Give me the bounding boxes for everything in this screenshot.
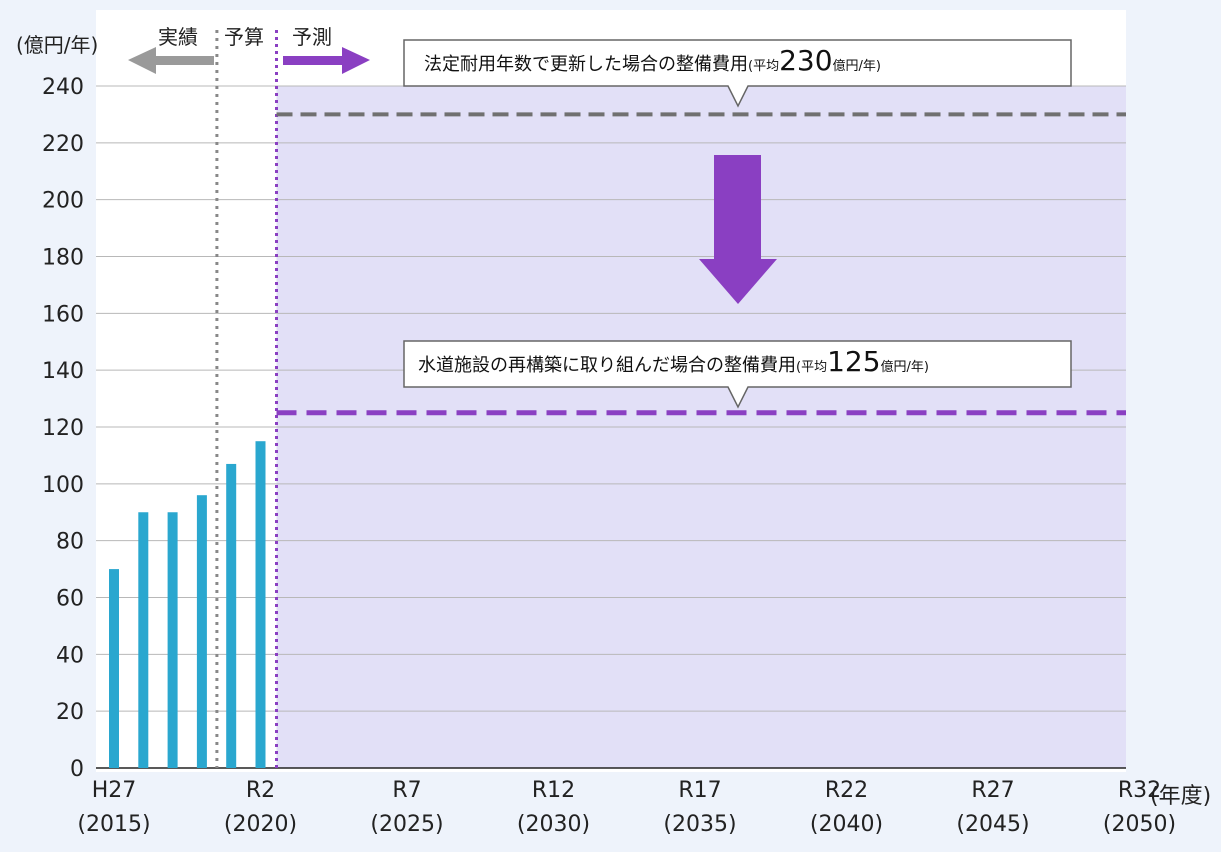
x-tick-year: (2025) (370, 812, 443, 837)
x-tick-label: R17 (678, 778, 721, 803)
y-tick-label: 40 (56, 643, 84, 668)
y-tick-label: 100 (42, 473, 84, 498)
callout-125: 水道施設の再構築に取り組んだ場合の整備費用(平均125億円/年) (403, 340, 1072, 409)
y-tick-label: 220 (42, 132, 84, 157)
x-tick-label: R22 (825, 778, 868, 803)
callout-125-label: 水道施設の再構築に取り組んだ場合の整備費用 (418, 355, 796, 376)
arrow-left-icon (128, 47, 214, 74)
arrow-right-icon (283, 47, 370, 74)
x-tick-label: R32 (1118, 778, 1161, 803)
x-tick-label: R7 (392, 778, 421, 803)
x-tick-year: (2050) (1103, 812, 1176, 837)
callout-125-avg-prefix: (平均 (796, 360, 827, 375)
callout-230-unit: 億円/年) (833, 58, 881, 74)
svg-text:法定耐用年数で更新した場合の整備費用(平均230億円/年): 法定耐用年数で更新した場合の整備費用(平均230億円/年) (424, 44, 881, 77)
x-tick-year: (2030) (517, 812, 590, 837)
y-axis-ticks: 0 20 40 60 80 100 120 140 160 180 200 220 240 (42, 75, 84, 782)
x-tick-year: (2045) (956, 812, 1029, 837)
y-tick-label: 180 (42, 246, 84, 271)
period-budget-label: 予算 (224, 25, 264, 49)
y-tick-label: 60 (56, 587, 84, 612)
reference-lines (276, 112, 1126, 416)
y-tick-label: 20 (56, 700, 84, 725)
x-tick-year: (2035) (663, 812, 736, 837)
period-forecast-label: 予測 (292, 25, 332, 49)
callout-125-value: 125 (827, 345, 880, 378)
x-axis-ticks: H27 (2015) R2 (2020) R7 (2025) R12 (2030) R17 (20… (77, 778, 1176, 837)
y-tick-label: 240 (42, 75, 84, 100)
callout-230-label: 法定耐用年数で更新した場合の整備費用 (424, 54, 748, 75)
x-tick-label: R27 (971, 778, 1014, 803)
x-axis-unit: (年度) (1150, 784, 1211, 809)
bar (255, 441, 266, 768)
callout-230-avg-prefix: (平均 (748, 59, 779, 74)
reduction-arrow-icon (699, 155, 777, 304)
bar (196, 495, 207, 768)
x-tick-label: R12 (532, 778, 575, 803)
bars (109, 441, 266, 768)
y-tick-label: 120 (42, 416, 84, 441)
callout-125-unit: 億円/年) (881, 359, 929, 375)
bar (109, 569, 119, 768)
x-tick-year: (2020) (224, 812, 297, 837)
bar (226, 463, 237, 768)
y-tick-label: 80 (56, 530, 84, 555)
x-tick-label: H27 (92, 778, 137, 803)
x-tick-label: R2 (246, 778, 275, 803)
y-tick-label: 160 (42, 302, 84, 327)
bar (138, 512, 149, 768)
y-tick-label: 200 (42, 189, 84, 214)
y-axis-label: (億円/年) (16, 33, 98, 57)
svg-text:水道施設の再構築に取り組んだ場合の整備費用(平均125億円/: 水道施設の再構築に取り組んだ場合の整備費用(平均125億円/年) (418, 345, 929, 378)
callout-230: 法定耐用年数で更新した場合の整備費用(平均230億円/年) (403, 39, 1072, 108)
period-actual-label: 実績 (158, 25, 198, 49)
y-tick-label: 0 (70, 757, 84, 782)
callout-230-value: 230 (779, 44, 832, 77)
y-tick-label: 140 (42, 359, 84, 384)
bar (167, 512, 178, 768)
x-tick-year: (2015) (77, 812, 150, 837)
x-tick-year: (2040) (810, 812, 883, 837)
